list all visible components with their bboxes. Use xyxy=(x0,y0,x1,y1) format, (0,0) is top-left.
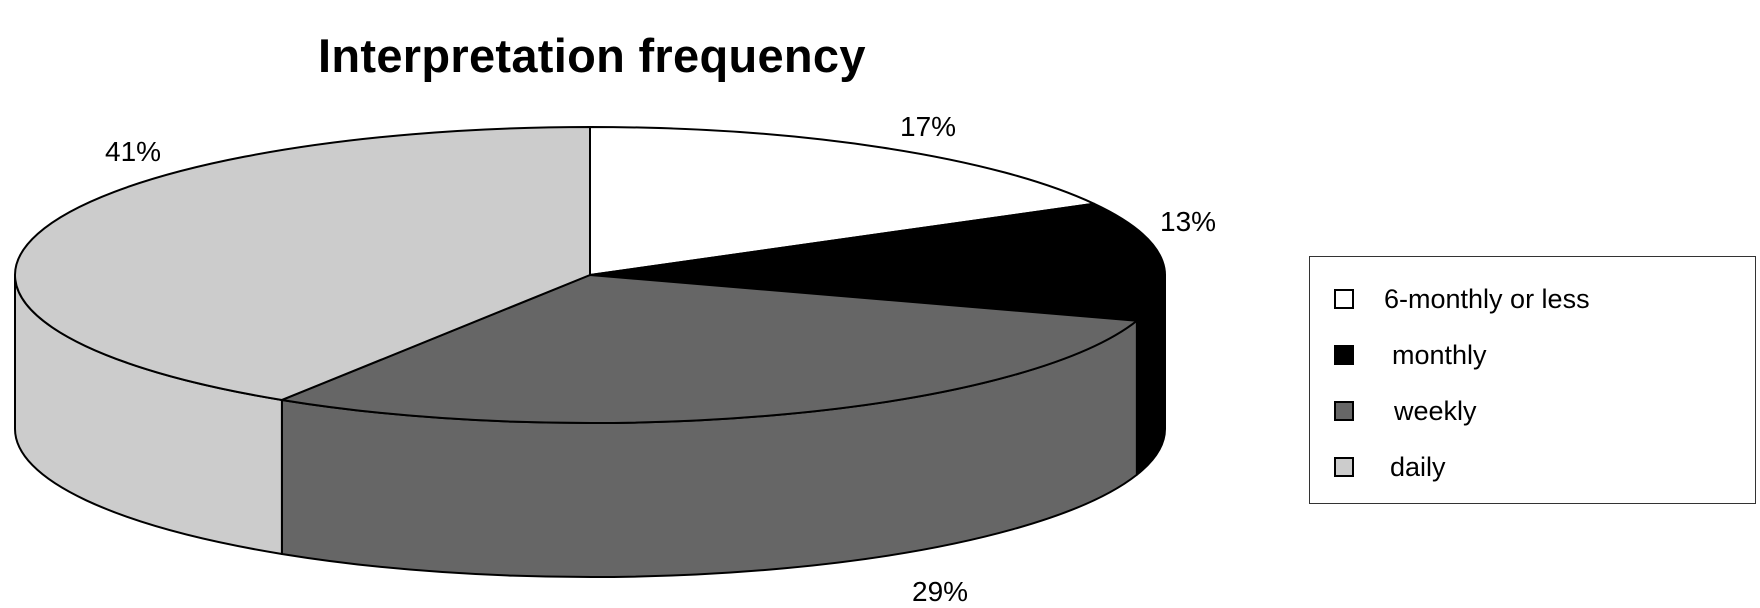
chart-title: Interpretation frequency xyxy=(318,29,866,82)
pie-slice-weekly xyxy=(280,274,1138,424)
data-label-6-monthly-or-less: 17% xyxy=(900,111,957,142)
data-label-daily: 41% xyxy=(105,136,162,167)
data-label-monthly: 13% xyxy=(1160,206,1217,237)
legend-swatch-daily xyxy=(1334,457,1354,477)
legend-swatch-monthly xyxy=(1334,345,1354,365)
legend-swatch-6-monthly-or-less xyxy=(1334,289,1354,309)
legend-label-monthly: monthly xyxy=(1392,339,1487,370)
pie-slice-6-monthly-or-less xyxy=(589,126,1095,276)
legend: 6-monthly or less monthly weekly daily xyxy=(1309,256,1756,504)
legend-label-weekly: weekly xyxy=(1394,395,1477,426)
pie-slice-daily xyxy=(14,126,591,401)
data-label-weekly: 29% xyxy=(912,576,969,607)
pie-slice-monthly xyxy=(589,202,1166,322)
legend-item-monthly: monthly xyxy=(1334,338,1487,372)
legend-swatch-weekly xyxy=(1334,401,1354,421)
legend-label-daily: daily xyxy=(1390,451,1446,482)
legend-item-weekly: weekly xyxy=(1334,394,1477,428)
legend-item-6-monthly-or-less: 6-monthly or less xyxy=(1334,282,1590,316)
legend-item-daily: daily xyxy=(1334,450,1446,484)
legend-label-6-monthly-or-less: 6-monthly or less xyxy=(1384,283,1590,314)
pie-top xyxy=(14,126,1166,424)
